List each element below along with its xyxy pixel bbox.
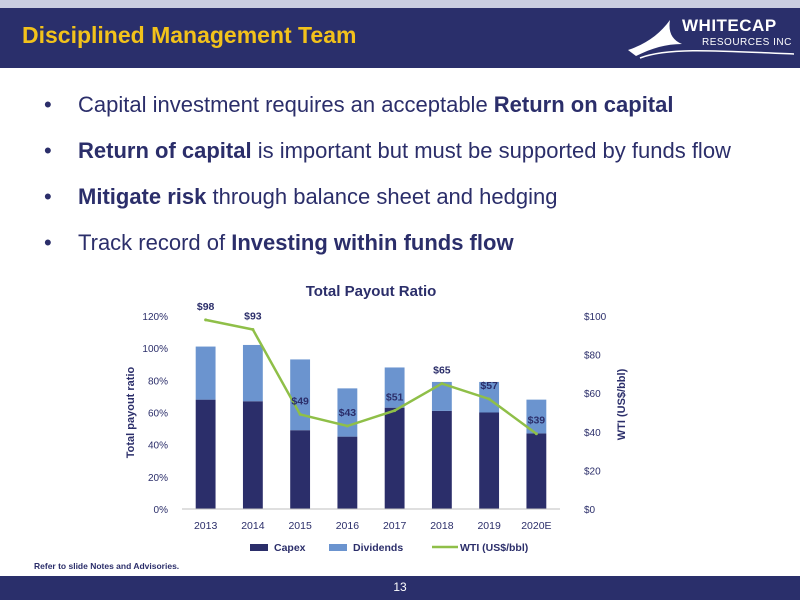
chart-title: Total Payout Ratio	[306, 283, 437, 300]
bar-dividends	[479, 381, 500, 413]
company-logo: WHITECAP RESOURCES INC	[626, 14, 796, 62]
wti-data-label: $98	[197, 301, 215, 313]
bar-dividends	[290, 359, 311, 431]
legend-label: Dividends	[353, 542, 403, 554]
bar-capex	[526, 433, 547, 509]
wti-point	[345, 424, 349, 428]
bullet-text: Track record of	[78, 230, 232, 255]
y2-tick-label: $0	[584, 505, 596, 516]
wti-line	[205, 318, 538, 435]
bullet-item: Return of capital is important but must …	[44, 128, 784, 174]
y-tick-label: 60%	[148, 409, 168, 420]
bar-capex	[384, 407, 405, 509]
wti-point	[393, 409, 397, 413]
bullet-item: Mitigate risk through balance sheet and …	[44, 174, 784, 220]
page-title: Disciplined Management Team	[22, 22, 357, 48]
wti-point	[440, 382, 444, 386]
bar-capex	[195, 399, 216, 509]
bullet-bold: Return on capital	[493, 92, 674, 117]
wti-data-label: $49	[291, 395, 309, 407]
bullet-text: Capital investment requires an acceptabl…	[78, 92, 494, 117]
page-number: 13	[393, 580, 407, 594]
bar-capex	[242, 401, 263, 509]
bullet-item: Capital investment requires an acceptabl…	[44, 82, 784, 128]
wti-point	[298, 412, 302, 416]
y2-axis-title: WTI (US$/bbl)	[616, 368, 628, 440]
footnote: Refer to slide Notes and Advisories.	[34, 561, 180, 571]
wti-data-label: $39	[528, 415, 546, 427]
bar-capex	[337, 436, 358, 509]
y2-tick-label: $80	[584, 351, 601, 362]
y-axis-title: Total payout ratio	[125, 366, 137, 458]
bar-capex	[479, 412, 500, 509]
bar-dividends	[242, 344, 263, 402]
y-tick-label: 100%	[142, 344, 168, 355]
bar-dividends	[195, 346, 216, 400]
y2-tick-label: $60	[584, 389, 601, 400]
legend-label: Capex	[274, 542, 306, 554]
legend-swatch	[250, 544, 268, 551]
y-tick-label: 20%	[148, 473, 168, 484]
logo-subtitle: RESOURCES INC	[702, 37, 792, 48]
bullet-text: is important but must be supported by fu…	[251, 138, 731, 163]
wti-point	[487, 397, 491, 401]
bullet-bold: Investing within funds flow	[231, 230, 514, 255]
x-tick-label: 2018	[430, 520, 454, 532]
x-tick-label: 2016	[336, 520, 360, 532]
x-tick-label: 2020E	[521, 520, 551, 532]
bar-dividends	[431, 381, 452, 411]
footer-bar	[0, 576, 800, 600]
x-tick-label: 2015	[288, 520, 312, 532]
bullet-text: through balance sheet and hedging	[206, 184, 558, 209]
x-tick-label: 2014	[241, 520, 265, 532]
wti-point	[251, 328, 255, 332]
bullet-bold: Mitigate risk	[78, 184, 207, 209]
top-strip	[0, 0, 800, 8]
payout-ratio-chart: Total Payout Ratio 0% 20% 40% 60% 80% 100% 120%…	[125, 283, 628, 554]
y2-tick-label: $100	[584, 312, 607, 323]
y-tick-label: 40%	[148, 441, 168, 452]
bar-capex	[290, 430, 311, 509]
wti-point	[534, 432, 538, 436]
wti-data-label: $93	[244, 311, 262, 323]
wti-data-label: $43	[339, 407, 357, 419]
wti-data-label: $65	[433, 365, 451, 377]
x-tick-label: 2019	[477, 520, 501, 532]
bar-dividends	[526, 399, 547, 434]
y-tick-label: 0%	[154, 505, 169, 516]
bullet-item: Track record of Investing within funds f…	[44, 220, 784, 266]
bullet-list: Capital investment requires an acceptabl…	[44, 82, 784, 266]
x-tick-label: 2017	[383, 520, 407, 532]
bar-capex	[431, 410, 452, 509]
logo-wordmark: WHITECAP	[682, 16, 777, 35]
y-tick-label: 80%	[148, 376, 168, 387]
bullet-bold: Return of capital	[78, 138, 252, 163]
legend-label: WTI (US$/bbl)	[460, 542, 528, 554]
y-tick-label: 120%	[142, 312, 168, 323]
wti-data-label: $57	[480, 380, 498, 392]
wti-point	[204, 318, 208, 322]
y2-tick-label: $20	[584, 466, 601, 477]
y2-tick-label: $40	[584, 428, 601, 439]
wave-logo-icon	[628, 20, 795, 59]
wti-data-label: $51	[386, 392, 404, 404]
x-tick-label: 2013	[194, 520, 218, 532]
legend-swatch	[329, 544, 347, 551]
bar-dividends	[384, 367, 405, 408]
